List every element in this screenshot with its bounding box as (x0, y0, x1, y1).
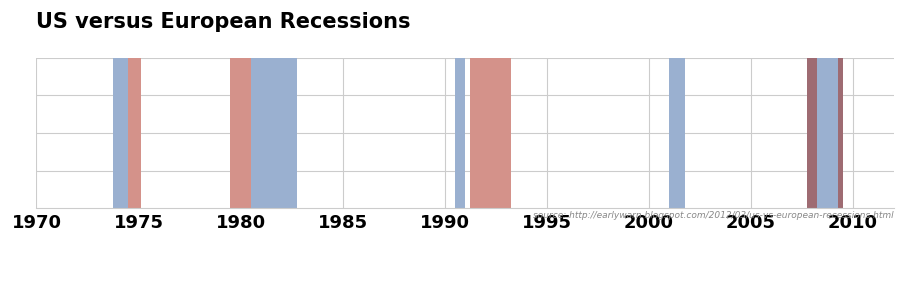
Text: source: http://earlywarn.blogspot.com/2012/03/us-vs-european-recessions.html: source: http://earlywarn.blogspot.com/20… (533, 211, 893, 220)
Bar (470, 58, 510, 208)
Bar (669, 58, 684, 208)
Bar (455, 58, 465, 208)
Bar (128, 58, 140, 208)
Bar (251, 58, 296, 208)
Bar (113, 58, 140, 208)
Text: US versus European Recessions: US versus European Recessions (36, 12, 411, 32)
Bar (230, 58, 296, 208)
Bar (816, 58, 836, 208)
Bar (806, 58, 842, 208)
